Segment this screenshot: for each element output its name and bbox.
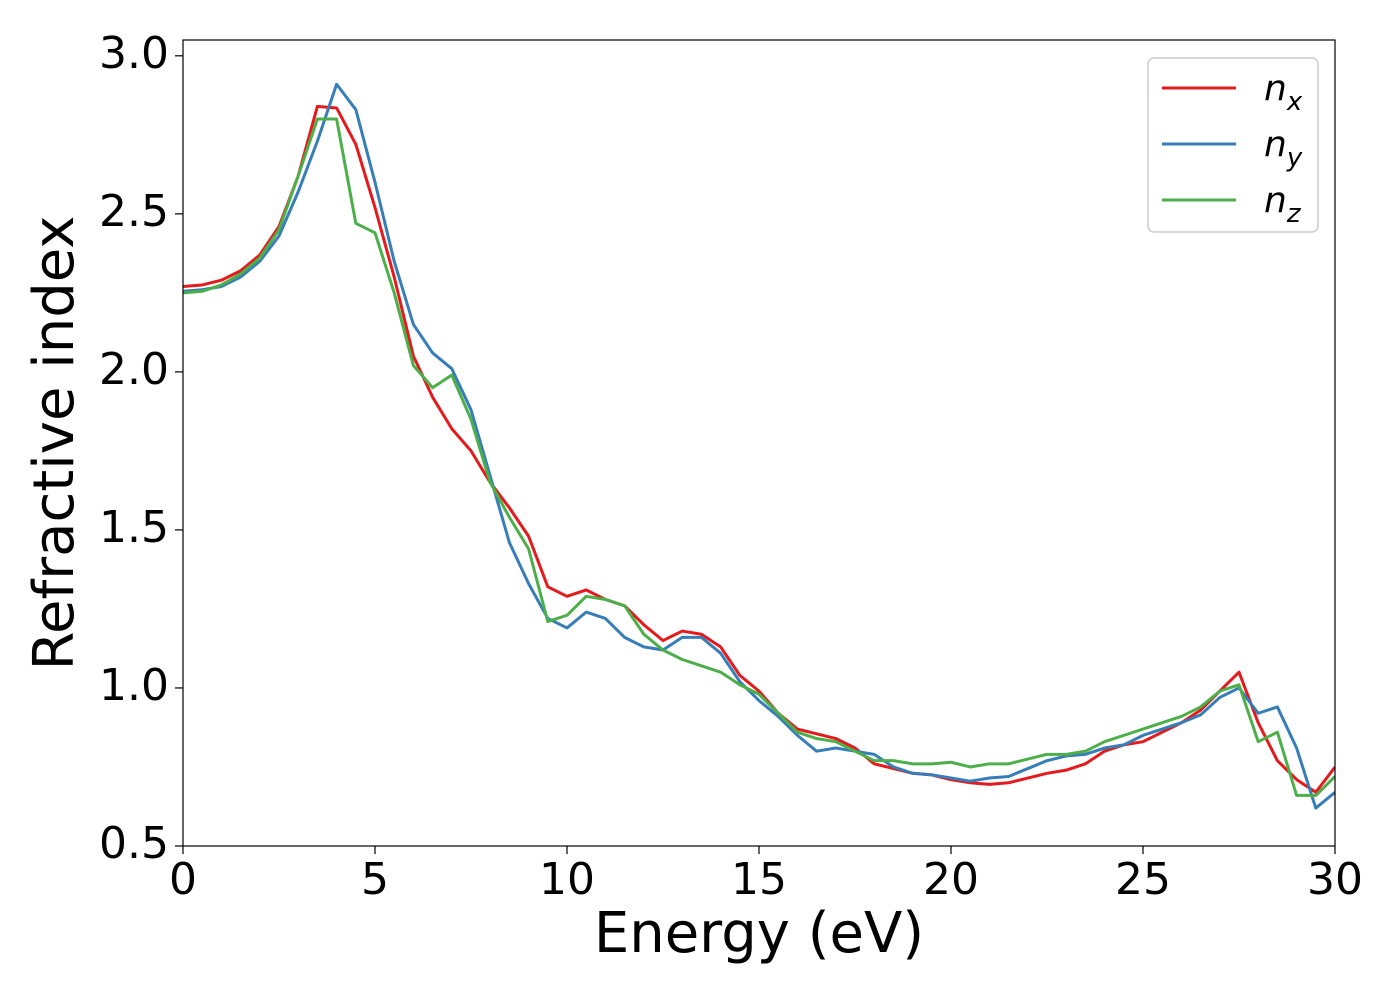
y-tick-label: 3.0 [99,28,169,79]
x-axis-label: Energy (eV) [594,901,924,966]
y-tick-label: 1.5 [99,502,169,553]
series-line [183,82,1335,810]
y-tick-label: 2.5 [99,186,169,237]
series-line [183,104,1335,794]
y-tick-label: 2.0 [99,344,169,395]
series-line [183,117,1335,797]
y-tick-label: 1.0 [99,660,169,711]
y-axis-label: Refractive index [22,216,87,671]
x-tick-label: 10 [539,854,595,905]
y-tick-label: 0.5 [99,818,169,869]
legend-label: nz [1264,180,1302,229]
x-tick-label: 0 [169,854,197,905]
legend-label: ny [1264,124,1303,173]
x-tick-label: 30 [1307,854,1363,905]
x-tick-label: 15 [731,854,787,905]
legend-label: nx [1264,68,1303,117]
x-tick-label: 5 [361,854,389,905]
x-tick-label: 25 [1115,854,1171,905]
x-tick-label: 20 [923,854,979,905]
